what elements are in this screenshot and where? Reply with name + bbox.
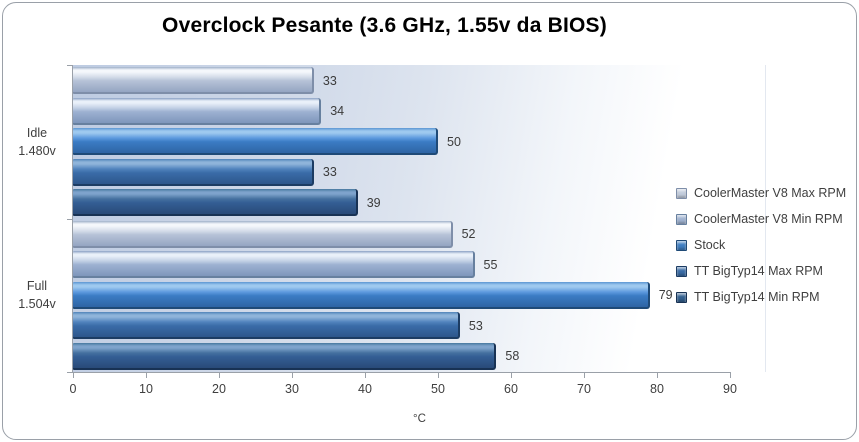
category-label-line: Idle [26,125,48,140]
bar-row: 50 [73,128,730,156]
value-axis-tick [511,373,512,378]
bar-row: 33 [73,67,730,95]
legend-item: TT BigTyp14 Max RPM [676,263,846,279]
legend-swatch-icon [676,213,687,225]
value-axis-tick-label: 10 [139,382,153,396]
bar-value-label: 53 [468,318,483,333]
value-axis-tick-label: 70 [577,382,591,396]
category-label-line: Full [26,279,48,294]
value-axis-tick [365,373,366,378]
legend-item: TT BigTyp14 Min RPM [676,289,846,305]
legend: CoolerMaster V8 Max RPM CoolerMaster V8 M… [676,185,846,305]
legend-swatch-icon [676,291,687,303]
legend-label: TT BigTyp14 Max RPM [694,264,823,278]
bar-value-label: 58 [505,349,520,364]
bar-value-label: 33 [322,165,337,180]
value-axis-tick [584,373,585,378]
bar-stock [73,128,438,156]
category-label-line: 1.504v [18,297,56,312]
bar-coolermaster-v8-max-rpm [73,67,314,95]
legend-swatch-icon [676,187,687,199]
bar-row: 33 [73,158,730,186]
bar-row: 55 [73,251,730,279]
value-axis-tick [730,373,731,378]
bar-coolermaster-v8-min-rpm [73,97,322,125]
legend-swatch-icon [676,265,687,277]
bar-tt-bigtyp14-max-rpm [73,158,314,186]
plot-area: 33 34 50 33 39 52 55 79 53 58 [73,65,730,372]
value-axis-tick [73,373,74,378]
bar-tt-bigtyp14-min-rpm [73,342,497,370]
value-axis-tick-label: 90 [723,382,737,396]
value-axis-tick-label: 80 [650,382,664,396]
value-axis-tick-label: 50 [431,382,445,396]
x-axis-title: °C [413,413,426,425]
bar-row: 79 [73,281,730,309]
legend-swatch-icon [676,239,687,251]
bar-value-label: 50 [447,134,461,149]
bar-value-label: 39 [366,195,381,210]
category-label: Idle 1.480v [8,124,66,160]
legend-item: CoolerMaster V8 Min RPM [676,211,846,227]
category-axis-tick [67,372,73,373]
value-axis-tick [146,373,147,378]
value-axis-tick [219,373,220,378]
bar-value-label: 34 [330,104,345,119]
value-axis-tick-label: 0 [69,382,77,396]
legend-label: Stock [694,238,726,252]
bar-coolermaster-v8-max-rpm [73,220,453,248]
bar-stock [73,281,650,309]
bar-value-label: 33 [322,73,337,88]
bar-tt-bigtyp14-min-rpm [73,189,358,217]
bar-row: 34 [73,97,730,125]
bar-row: 53 [73,312,730,340]
category-label-line: 1.480v [18,143,56,158]
value-axis-tick [438,373,439,378]
chart-title: Overclock Pesante (3.6 GHz, 1.55v da BIO… [162,14,607,37]
legend-item: Stock [676,237,846,253]
value-axis-tick-label: 40 [358,382,372,396]
legend-label: CoolerMaster V8 Max RPM [694,186,847,200]
value-axis-tick [292,373,293,378]
category-axis-tick [67,65,73,66]
bar-group: 33 34 50 33 39 [73,65,730,219]
bar-row: 39 [73,189,730,217]
value-axis-tick-label: 20 [212,382,226,396]
legend-label: TT BigTyp14 Min RPM [694,290,820,304]
bar-tt-bigtyp14-max-rpm [73,312,460,340]
value-axis-tick-label: 60 [504,382,518,396]
bar-value-label: 55 [483,257,498,272]
bar-group: 52 55 79 53 58 [73,219,730,373]
bar-value-label: 52 [461,227,476,242]
value-axis-tick [657,373,658,378]
value-axis-line [72,372,731,373]
legend-item: CoolerMaster V8 Max RPM [676,185,846,201]
bar-row: 52 [73,220,730,248]
category-axis-tick [67,218,73,220]
category-label: Full 1.504v [8,277,66,313]
legend-label: CoolerMaster V8 Min RPM [694,212,843,226]
bar-value-label: 79 [658,288,673,303]
bar-coolermaster-v8-min-rpm [73,251,475,279]
bar-row: 58 [73,342,730,370]
value-axis-tick-label: 30 [285,382,299,396]
